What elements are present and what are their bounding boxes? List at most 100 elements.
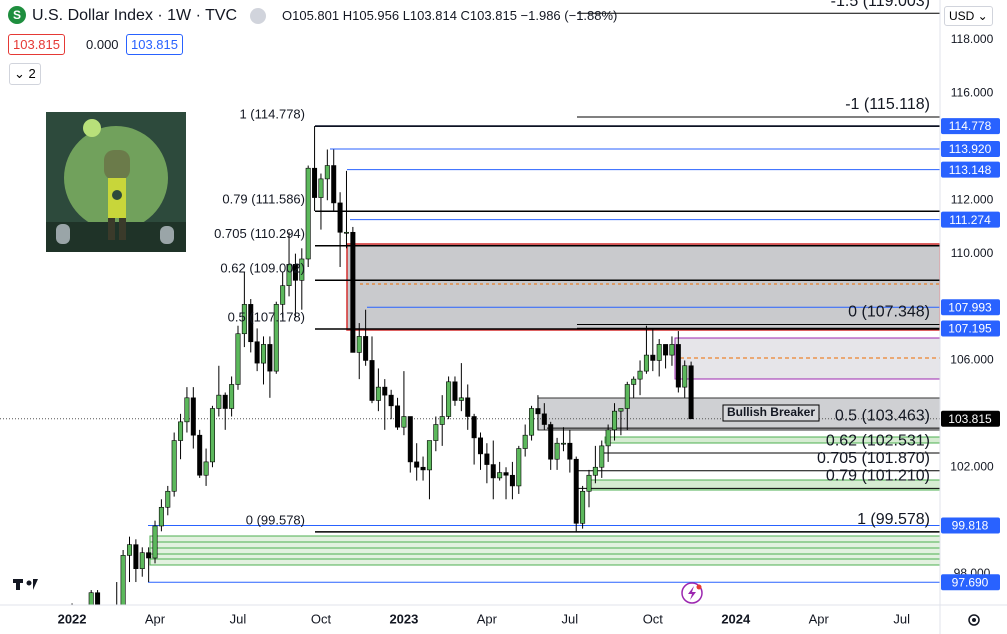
candle-body [458,397,464,401]
candle-body [586,474,592,492]
candle-body [216,394,222,409]
candle-body [363,336,369,361]
candle-body [115,611,119,627]
candle-body [248,304,254,343]
x-tick-label: Jul [893,611,910,626]
candle-body [95,592,101,605]
x-tick-label: Oct [311,611,332,626]
candle-body [509,474,515,487]
candle-body [452,381,458,401]
candle-body [209,408,215,463]
candle-body [235,333,241,385]
price-label-box [941,410,1000,427]
candle-body [280,285,286,305]
candle-body [70,627,74,634]
x-tick-label: Jul [562,611,579,626]
candle-body [688,365,694,420]
fib-label: 0.62 (109.002) [220,261,305,276]
candle-body [637,370,643,380]
fib-label: 0.705 (101.870) [817,450,930,467]
symbol-letter: S [8,6,26,24]
candle-body [305,167,311,260]
fib-label: 0.79 (101.210) [826,468,930,485]
avatar-image [46,112,186,252]
zone [346,243,940,331]
candle-body [267,344,273,372]
candles [70,126,694,634]
indicators-toggle[interactable]: ⌄ 2 [9,63,41,85]
candle-body [178,421,184,441]
price-label-box [941,118,1000,135]
candle-body [261,344,267,364]
candle-body [152,525,158,559]
candle-body [433,424,439,441]
buy-button[interactable]: 103.815 [126,34,183,55]
x-tick-label: Apr [809,611,830,626]
sell-button[interactable]: 103.815 [8,34,65,55]
candle-body [222,394,228,409]
price-label-box [941,161,1000,178]
y-tick-label: 110.000 [951,246,994,260]
candle-body [190,397,196,436]
price-label: 103.815 [948,412,992,426]
price-label: 97.690 [952,575,989,589]
candle-body [171,440,177,492]
candle-body [88,592,94,605]
annotation: Bullish Breaker [727,405,815,419]
price-label-box [941,517,1000,534]
symbol-icon: S [8,6,26,24]
candle-body [382,386,388,396]
candle-body [401,416,407,428]
fib-label: 1 (99.578) [857,511,930,528]
candle-body [133,544,139,569]
price-label: 114.778 [949,119,992,133]
candle-body [471,416,477,439]
candle-body [312,167,318,198]
candle-body [331,165,337,204]
x-tick-label: 2024 [721,611,751,626]
candle-body [567,442,573,460]
lightning-button[interactable] [681,582,703,604]
candle-body [324,165,330,180]
fib-label: 0.62 (102.531) [826,432,930,449]
candle-body [535,408,541,415]
price-label-box [941,574,1000,591]
zone [149,535,940,566]
x-tick-label: 2023 [389,611,418,626]
candle-body [292,264,298,281]
currency-select[interactable]: USD ⌄ [944,6,993,26]
price-label-box [941,140,1000,157]
ohlc-values: O105.801 H105.956 L103.814 C103.815 −1.9… [282,8,618,23]
labels: 2022 Apr Jul Oct 2023 Apr Jul Oct 2024 Apr Jul 118.… [58,0,1000,626]
fib-label: 0.5 (103.463) [835,407,930,424]
candle-body [612,410,618,431]
candle-body [560,442,566,445]
symbol-title: U.S. Dollar Index · 1W · TVC [32,7,238,24]
candle-body [522,434,528,449]
indicator-count: 2 [28,66,36,81]
candle-body [254,341,260,364]
candle-body [426,440,432,471]
y-tick-label: 116.000 [951,86,994,100]
candle-body [407,416,413,463]
fib-label: 1 (114.778) [239,107,305,122]
y-tick-label: 112.000 [951,192,994,206]
candle-body [229,384,235,409]
candle-body [273,304,279,372]
candle-body [605,429,611,447]
status-dot [250,8,266,24]
candle-body [484,453,490,465]
fib-label: 0 (99.578) [246,512,305,527]
candle-body [643,354,649,372]
y-tick-label: 102.000 [950,459,994,473]
candle-body [554,442,560,460]
candle-body [529,408,535,436]
settings-button[interactable] [968,614,980,626]
candle-body [580,490,586,524]
fib-label: 0.5 (107.178) [228,309,305,324]
annotation-box [722,404,820,422]
candle-body [446,381,452,417]
x-tick-label: Apr [477,611,498,626]
tv-logo [13,579,38,590]
